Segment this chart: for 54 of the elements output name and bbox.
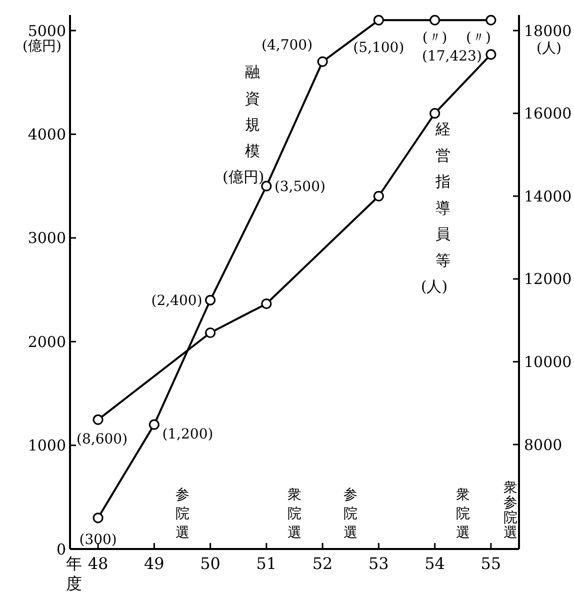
x-tick-label: 49 [144, 554, 164, 573]
data-label: (〃) [466, 30, 491, 46]
point [373, 190, 384, 202]
y2-axis-title: (人) [536, 40, 562, 57]
x-tick-label: 52 [312, 554, 333, 573]
data-label: (〃) [422, 30, 448, 46]
point [486, 14, 496, 26]
y-tick-label: 3000 [28, 229, 66, 248]
point [205, 327, 216, 338]
x-tick-label: 54 [424, 554, 445, 573]
point [373, 14, 384, 26]
data-label: (1,200) [162, 426, 214, 443]
data-label: (5,100) [353, 40, 404, 56]
y-tick-label: 2000 [28, 332, 66, 351]
y2-tick-label: 8000 [524, 436, 562, 454]
y-tick-label: 0 [56, 540, 66, 558]
point [261, 298, 272, 310]
point [148, 419, 160, 430]
y2-tick-label: 10000 [524, 352, 572, 371]
data-label: (300) [79, 532, 117, 548]
annotation: 参院選 [344, 487, 358, 541]
data-label: (17,423) [422, 48, 482, 64]
data-label: (3,500) [274, 179, 326, 196]
annotation: 衆院選 [288, 487, 302, 541]
point [92, 512, 104, 524]
y2-tick-label: 18000 [524, 22, 572, 40]
x-tick-label: 51 [256, 554, 277, 573]
series-label: 経営指導員等(人) [420, 120, 451, 296]
data-label: (2,400) [151, 293, 202, 310]
data-label: (4,700) [262, 38, 313, 54]
y-tick-label: 1000 [28, 436, 66, 455]
y2-tick-label: 14000 [524, 187, 572, 206]
x-tick-label: 48 [88, 554, 108, 573]
point [261, 180, 272, 192]
point [430, 14, 440, 26]
annotation: 衆参院選 [504, 480, 518, 541]
x-axis-title: 年度 [66, 554, 82, 593]
point [92, 414, 104, 425]
y-tick-label: 4000 [28, 125, 66, 144]
series-label: 融資規模(億円) [222, 63, 264, 186]
y-axis-title: (億円) [22, 38, 62, 55]
point [205, 294, 216, 306]
annotation: 衆院選 [456, 487, 470, 541]
data-label: (8,600) [76, 432, 128, 448]
y2-tick-label: 16000 [524, 104, 572, 123]
x-tick-label: 53 [368, 554, 389, 573]
point [486, 49, 496, 60]
x-tick-label: 55 [480, 554, 502, 573]
y2-tick-label: 12000 [524, 270, 572, 288]
y-tick-label: 5000 [28, 22, 66, 40]
point [317, 56, 328, 67]
point [430, 108, 440, 119]
annotation: 参院選 [175, 487, 190, 541]
x-tick-label: 50 [200, 554, 220, 573]
